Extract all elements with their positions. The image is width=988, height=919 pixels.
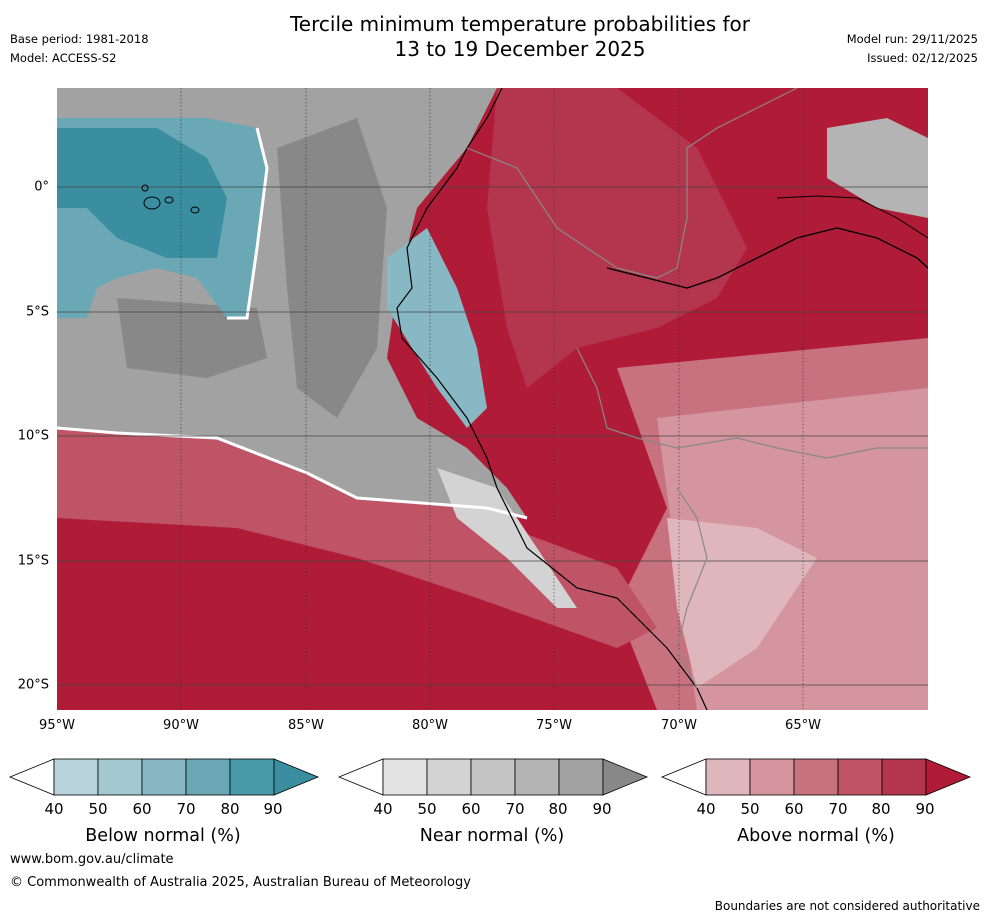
- lat-label: 0°: [34, 179, 49, 195]
- cb-below-high-triangle: [273, 758, 320, 796]
- border-ecuador-colombia: [466, 88, 798, 279]
- lon-label: 65°W: [785, 718, 821, 733]
- near-normal-region-east: [827, 118, 928, 218]
- cb-near-segment: [426, 758, 472, 796]
- cb-above-tick: 50: [740, 800, 760, 818]
- cb-near-segment: [514, 758, 560, 796]
- cb-below-segment: [141, 758, 187, 796]
- amazon-river: [606, 227, 928, 289]
- near-normal-90-region: [277, 118, 387, 418]
- cb-below-tick: 70: [176, 800, 196, 818]
- cb-above-segment: [793, 758, 839, 796]
- border-peru-bolivia: [676, 487, 708, 689]
- lon-label: 70°W: [661, 718, 697, 733]
- cb-below-segment: [229, 758, 275, 796]
- lon-label: 95°W: [39, 718, 75, 733]
- cb-above-tick: 90: [915, 800, 935, 818]
- model-name: Model: ACCESS-S2: [10, 51, 117, 65]
- cb-above-high-triangle: [925, 758, 972, 796]
- above-normal-70-region: [57, 428, 657, 648]
- lat-label: 15°S: [17, 553, 49, 569]
- cb-below-tick: 90: [263, 800, 283, 818]
- cb-near-tick: 40: [373, 800, 393, 818]
- cb-near-low-triangle: [337, 758, 384, 796]
- cb-below-low-triangle: [8, 758, 55, 796]
- below-normal-90-region: [57, 128, 227, 258]
- cb-near-segment: [470, 758, 516, 796]
- lon-label: 90°W: [163, 718, 199, 733]
- cb-near-high-triangle: [602, 758, 649, 796]
- graticule: [180, 88, 804, 710]
- above-normal-80-region: [487, 88, 747, 388]
- cb-near-segment: [558, 758, 604, 796]
- cb-below-tick: 60: [132, 800, 152, 818]
- cb-above-label: Above normal (%): [737, 826, 895, 846]
- cb-near-tick: 90: [592, 800, 612, 818]
- cb-above-tick: 80: [871, 800, 891, 818]
- cb-below-segment: [53, 758, 99, 796]
- title-line-1: Tercile minimum temperature probabilitie…: [289, 12, 751, 36]
- probability-map: [57, 88, 928, 710]
- cb-above-tick: 70: [828, 800, 848, 818]
- cb-below-tick: 80: [220, 800, 240, 818]
- meta-left: Base period: 1981-2018 Model: ACCESS-S2: [10, 30, 149, 68]
- below-normal-coastal-region: [387, 228, 487, 428]
- probability-boundary: [57, 426, 528, 520]
- cb-above-segment: [749, 758, 795, 796]
- cb-below-segment: [97, 758, 143, 796]
- cb-above-segment: [705, 758, 751, 796]
- near-normal-50-region: [437, 468, 577, 608]
- cb-below-tick: 40: [44, 800, 64, 818]
- cb-below-tick: 50: [88, 800, 108, 818]
- cb-above-segment: [837, 758, 883, 796]
- title-line-2: 13 to 19 December 2025: [394, 37, 646, 61]
- river-north: [776, 195, 928, 239]
- cb-near-segment: [382, 758, 428, 796]
- cb-above-low-triangle: [660, 758, 707, 796]
- cb-near-tick: 60: [461, 800, 481, 818]
- probability-boundary-2: [227, 127, 269, 320]
- lat-label: 20°S: [17, 677, 49, 693]
- lon-label: 75°W: [536, 718, 572, 733]
- galapagos-islands: [141, 184, 200, 214]
- disclaimer-text: Boundaries are not considered authoritat…: [714, 899, 980, 913]
- meta-right: Model run: 29/11/2025 Issued: 02/12/2025: [847, 30, 978, 68]
- cb-near-tick: 50: [417, 800, 437, 818]
- lat-label: 10°S: [17, 428, 49, 444]
- cb-above-tick: 40: [696, 800, 716, 818]
- coastline: [396, 88, 708, 710]
- base-period: Base period: 1981-2018: [10, 32, 149, 46]
- above-normal-40-region: [667, 518, 817, 688]
- cb-above-tick: 60: [784, 800, 804, 818]
- map-title: Tercile minimum temperature probabilitie…: [0, 12, 988, 62]
- copyright-text: © Commonwealth of Australia 2025, Austra…: [10, 875, 471, 890]
- lat-label: 5°S: [25, 304, 49, 320]
- cb-near-tick: 80: [548, 800, 568, 818]
- cb-above-segment: [881, 758, 927, 796]
- lon-label: 80°W: [412, 718, 448, 733]
- cb-below-label: Below normal (%): [85, 826, 241, 846]
- cb-near-label: Near normal (%): [419, 826, 565, 846]
- cb-near-tick: 70: [505, 800, 525, 818]
- issued-date: Issued: 02/12/2025: [867, 51, 978, 65]
- colorbars: [8, 758, 972, 796]
- latitude-lines: [57, 186, 928, 686]
- map-canvas: [57, 88, 928, 710]
- lon-label: 85°W: [288, 718, 324, 733]
- border-peru-brazil: [576, 347, 928, 459]
- model-run: Model run: 29/11/2025: [846, 32, 978, 46]
- cb-below-segment: [185, 758, 231, 796]
- website-link[interactable]: www.bom.gov.au/climate: [10, 852, 174, 867]
